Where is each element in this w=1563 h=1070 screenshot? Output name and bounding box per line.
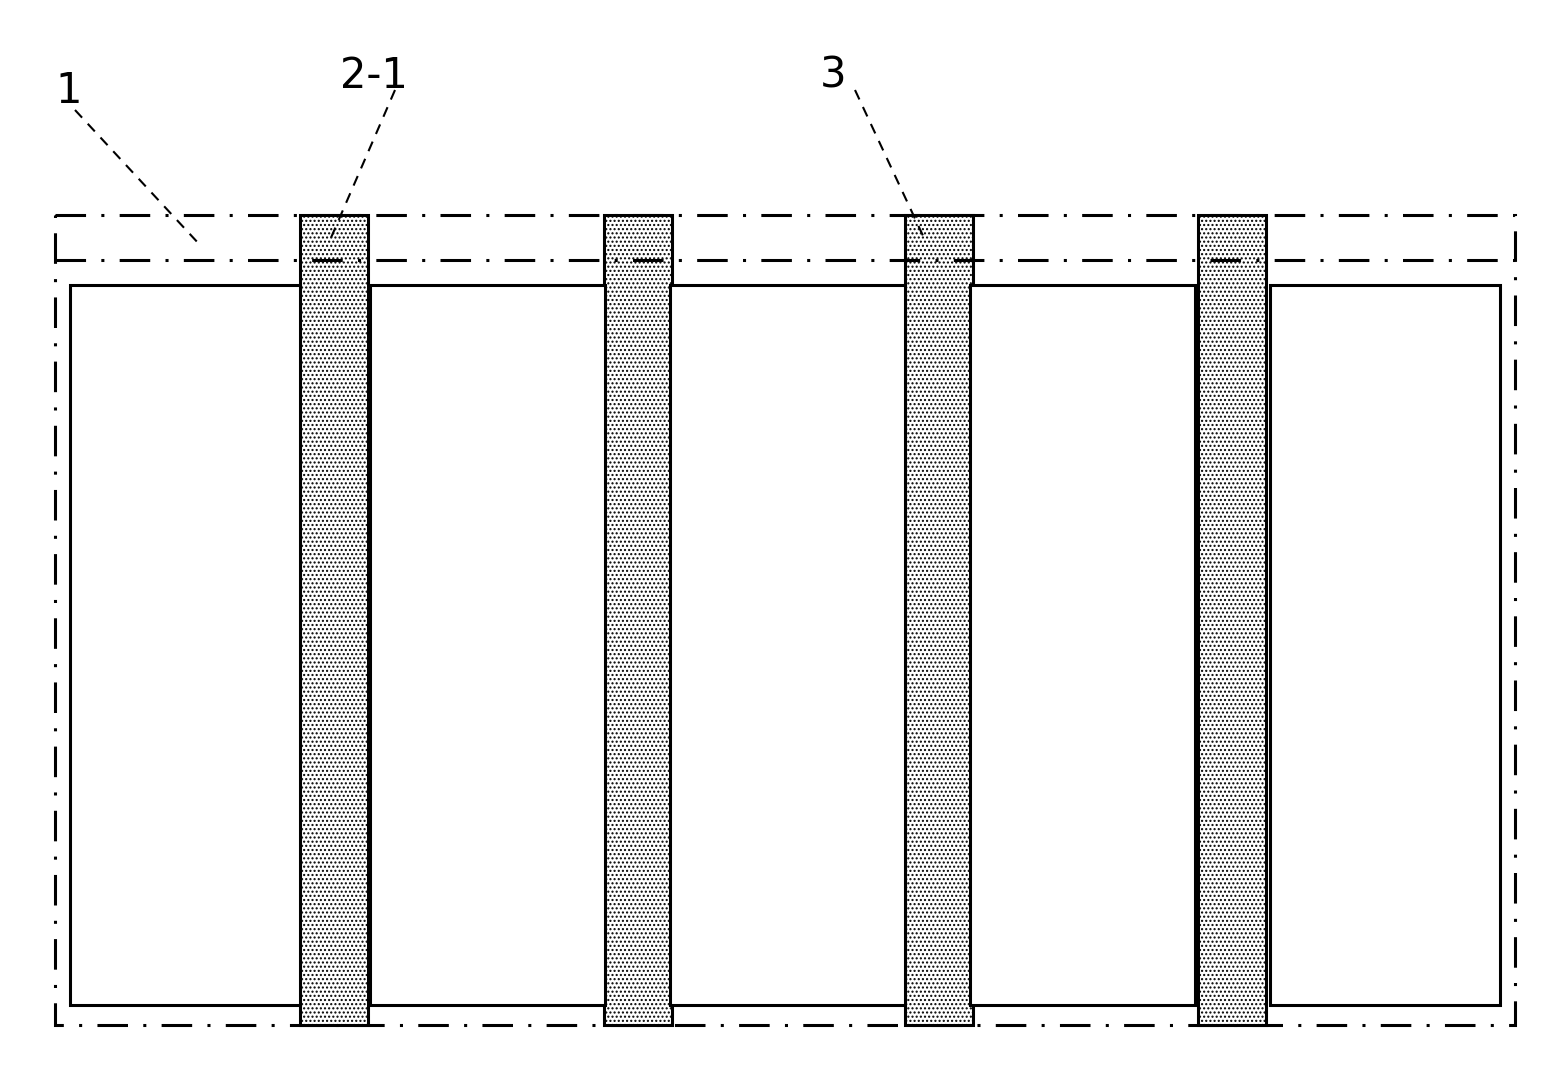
Text: 2-1: 2-1 (341, 55, 408, 97)
Text: 3: 3 (821, 55, 847, 97)
Bar (300, 215, 367, 1025)
Bar (1197, 215, 1266, 1025)
Bar (1271, 285, 1500, 1005)
Bar (603, 215, 672, 1025)
Bar (300, 215, 367, 1025)
Bar (671, 285, 905, 1005)
Bar (55, 215, 1515, 1025)
Bar (70, 285, 300, 1005)
Bar (905, 215, 974, 1025)
Bar (971, 285, 1196, 1005)
Bar (603, 215, 672, 1025)
Bar (905, 215, 974, 1025)
Text: 1: 1 (55, 70, 81, 112)
Bar (370, 285, 605, 1005)
Bar (1197, 215, 1266, 1025)
